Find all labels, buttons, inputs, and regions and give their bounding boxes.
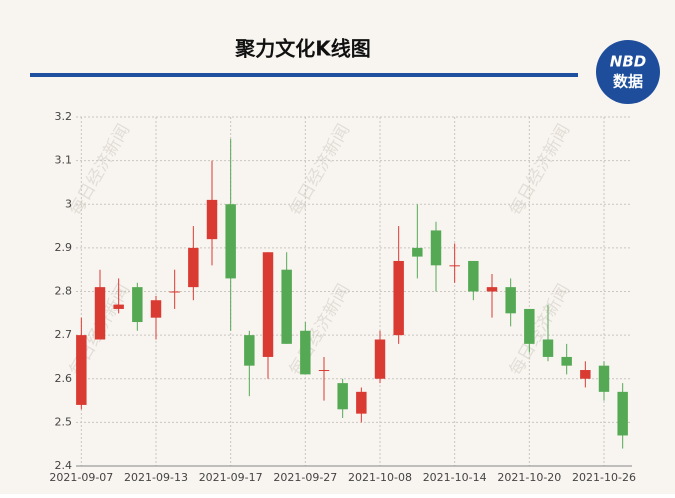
candle-body [449, 265, 460, 267]
x-tick-label: 2021-10-20 [497, 471, 561, 484]
candle-body [132, 287, 143, 323]
candle-body [244, 335, 255, 366]
candle-body [94, 287, 106, 340]
candle-body [206, 199, 218, 240]
y-tick-label: 2.6 [55, 372, 73, 385]
candle-body [150, 300, 162, 318]
candle-body [486, 287, 498, 292]
candle-body [468, 260, 479, 292]
x-tick-label: 2021-09-17 [199, 471, 263, 484]
x-tick-label: 2021-09-27 [273, 471, 337, 484]
candle-body [281, 269, 292, 344]
x-tick-label: 2021-09-07 [49, 471, 113, 484]
y-tick-label: 2.9 [55, 241, 73, 254]
x-tick-label: 2021-10-14 [423, 471, 487, 484]
candle-body [598, 365, 610, 392]
y-tick-label: 2.7 [55, 328, 73, 341]
logo-bottom: 数据 [613, 73, 643, 91]
candle-body [580, 370, 591, 379]
candle-body [524, 308, 535, 344]
y-tick-label: 3 [65, 197, 72, 210]
candle-body [318, 370, 330, 372]
candle-body [188, 247, 199, 288]
candle-body [505, 287, 516, 314]
candle-body [262, 252, 274, 357]
candle-body [225, 204, 236, 279]
chart-title: 聚力文化K线图 [234, 37, 371, 61]
candle-body [561, 356, 572, 366]
x-tick-label: 2021-10-08 [348, 471, 412, 484]
candle-body [300, 330, 311, 375]
candle-body [412, 247, 423, 257]
candle-body [617, 391, 628, 436]
candle-body [113, 304, 124, 309]
candle-body [76, 335, 87, 405]
y-tick-label: 3.1 [55, 154, 73, 167]
candle-body [337, 383, 348, 410]
logo [596, 40, 660, 104]
y-tick-label: 2.4 [55, 459, 73, 472]
y-tick-label: 3.2 [55, 110, 73, 123]
y-tick-label: 2.5 [55, 415, 73, 428]
candle-body [430, 230, 442, 266]
title-rule [30, 73, 578, 77]
candle-body [393, 260, 404, 336]
candle-body [169, 291, 180, 293]
candle-body [374, 339, 386, 379]
logo-top: NBD [610, 53, 646, 71]
candle-body [542, 339, 554, 357]
x-tick-label: 2021-10-26 [572, 471, 636, 484]
y-tick-label: 2.8 [55, 285, 73, 298]
candle-body [356, 391, 367, 414]
x-tick-label: 2021-09-13 [124, 471, 188, 484]
